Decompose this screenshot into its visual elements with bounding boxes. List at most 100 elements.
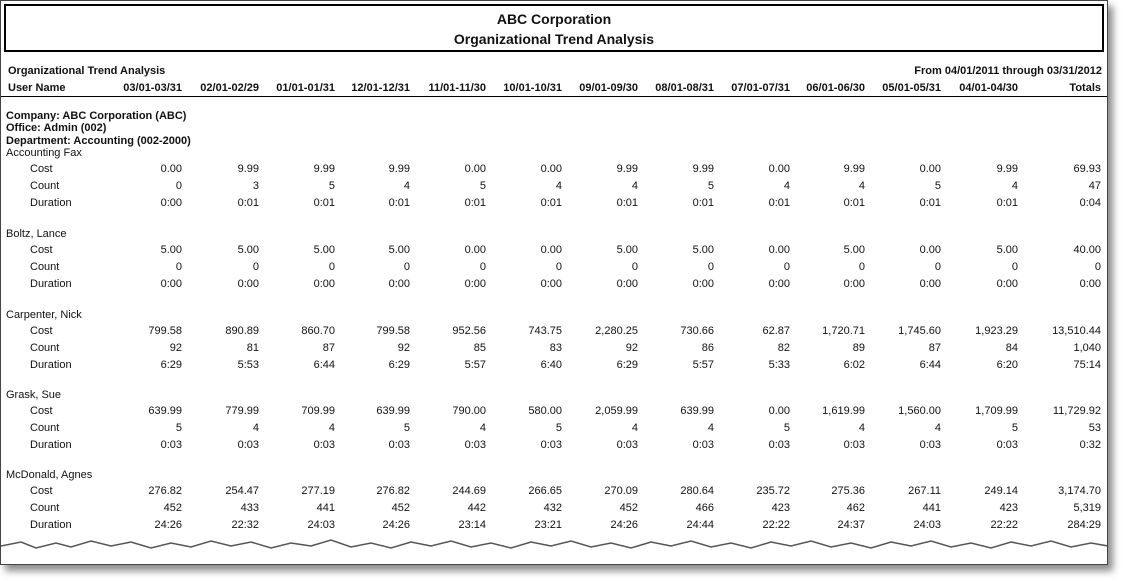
value-cell: 799.58 [148, 325, 182, 337]
value-cell: 0:03 [388, 439, 410, 451]
value-cell: 2,059.99 [595, 405, 638, 417]
value-cell: 0:03 [996, 439, 1018, 451]
value-cell: 0:03 [768, 439, 790, 451]
value-cell: 4 [858, 422, 865, 434]
value-cell: 4 [707, 422, 714, 434]
metric-row: Cost 799.58 890.89 860.70 799.58 952.56 743.75… [1, 325, 1107, 340]
value-cell: 6:44 [919, 359, 941, 371]
value-cell: 87 [928, 342, 941, 354]
value-cell: 0.00 [464, 244, 486, 256]
report-header: ABC Corporation Organizational Trend Ana… [4, 4, 1104, 52]
metric-row: Count 92 81 87 92 85 83 92 86 82 89 87 84 1,040 [1, 342, 1107, 357]
value-cell: 5 [783, 422, 790, 434]
value-cell: 441 [922, 502, 941, 514]
value-cell: 0:00 [919, 278, 941, 290]
value-cell: 452 [391, 502, 410, 514]
value-cell: 6:02 [843, 359, 865, 371]
value-cell: 0 [175, 180, 182, 192]
value-cell: 0.00 [919, 244, 941, 256]
value-cell: 0 [403, 261, 410, 273]
value-cell: 266.65 [528, 485, 562, 497]
value-cell: 743.75 [528, 325, 562, 337]
value-cell: 0:03 [540, 439, 562, 451]
period-header: 02/01-02/29 [200, 82, 259, 94]
metric-label: Count [30, 342, 60, 354]
value-cell: 276.82 [376, 485, 410, 497]
value-cell: 24:26 [610, 519, 638, 531]
period-header: 05/01-05/31 [882, 82, 941, 94]
value-cell: 275.36 [831, 485, 865, 497]
metric-row: Count 0 0 0 0 0 0 0 0 0 0 0 0 0 [1, 261, 1107, 276]
value-cell: 23:14 [458, 519, 486, 531]
value-cell: 0 [328, 261, 335, 273]
value-cell: 0:00 [692, 278, 714, 290]
value-cell: 24:26 [154, 519, 182, 531]
value-cell: 730.66 [680, 325, 714, 337]
user-name: Carpenter, Nick [6, 309, 82, 321]
value-cell: 267.11 [908, 485, 941, 497]
total-cell: 40.00 [1073, 244, 1101, 256]
period-header: 04/01-04/30 [959, 82, 1018, 94]
user-name: McDonald, Agnes [6, 469, 93, 481]
value-cell: 5.00 [996, 244, 1018, 256]
value-cell: 466 [695, 502, 714, 514]
value-cell: 0:03 [692, 439, 714, 451]
value-cell: 799.58 [376, 325, 410, 337]
value-cell: 83 [549, 342, 562, 354]
metric-row: Cost 5.00 5.00 5.00 5.00 0.00 0.00 5.00 5.00 0.00… [1, 244, 1107, 259]
value-cell: 0.00 [768, 244, 790, 256]
metric-label: Count [30, 180, 60, 192]
value-cell: 9.99 [692, 163, 714, 175]
value-cell: 0:01 [616, 197, 638, 209]
report-page: ABC Corporation Organizational Trend Ana… [0, 0, 1108, 565]
value-cell: 9.99 [388, 163, 410, 175]
metric-label: Cost [30, 325, 53, 337]
period-header: 11/01-11/30 [428, 82, 486, 94]
value-cell: 0:03 [843, 439, 865, 451]
value-cell: 22:32 [231, 519, 259, 531]
value-cell: 0 [1011, 261, 1018, 273]
value-cell: 5.00 [843, 244, 865, 256]
date-range: From 04/01/2011 through 03/31/2012 [914, 65, 1102, 77]
metric-label: Cost [30, 405, 53, 417]
value-cell: 432 [543, 502, 562, 514]
value-cell: 0.00 [160, 163, 182, 175]
total-cell: 0:04 [1079, 197, 1101, 209]
value-cell: 0 [555, 261, 562, 273]
value-cell: 0 [175, 261, 182, 273]
metric-label: Duration [30, 359, 72, 371]
value-cell: 254.47 [225, 485, 259, 497]
company-group: Company: ABC Corporation (ABC) [6, 110, 187, 122]
value-cell: 0:01 [464, 197, 486, 209]
value-cell: 5 [1011, 422, 1018, 434]
metric-label: Count [30, 422, 60, 434]
value-cell: 639.99 [148, 405, 182, 417]
metric-label: Cost [30, 163, 53, 175]
value-cell: 0:00 [388, 278, 410, 290]
value-cell: 790.00 [452, 405, 486, 417]
value-cell: 82 [777, 342, 790, 354]
value-cell: 0:03 [616, 439, 638, 451]
value-cell: 81 [246, 342, 259, 354]
value-cell: 5.00 [388, 244, 410, 256]
value-cell: 1,720.71 [822, 325, 865, 337]
total-cell: 0:00 [1079, 278, 1101, 290]
period-header: 10/01-10/31 [503, 82, 562, 94]
value-cell: 4 [479, 422, 486, 434]
value-cell: 5 [175, 422, 182, 434]
value-cell: 0 [934, 261, 941, 273]
user-name: Boltz, Lance [6, 228, 67, 240]
value-cell: 0:03 [464, 439, 486, 451]
value-cell: 270.09 [604, 485, 638, 497]
value-cell: 0:00 [160, 197, 182, 209]
value-cell: 4 [858, 180, 865, 192]
value-cell: 87 [322, 342, 335, 354]
total-cell: 11,729.92 [1052, 405, 1101, 417]
value-cell: 9.99 [313, 163, 335, 175]
metric-row: Cost 0.00 9.99 9.99 9.99 0.00 0.00 9.99 9.99 0.00… [1, 163, 1107, 178]
value-cell: 0 [631, 261, 638, 273]
value-cell: 639.99 [680, 405, 714, 417]
value-cell: 0 [707, 261, 714, 273]
total-cell: 1,040 [1073, 342, 1101, 354]
period-header: 03/01-03/31 [123, 82, 182, 94]
